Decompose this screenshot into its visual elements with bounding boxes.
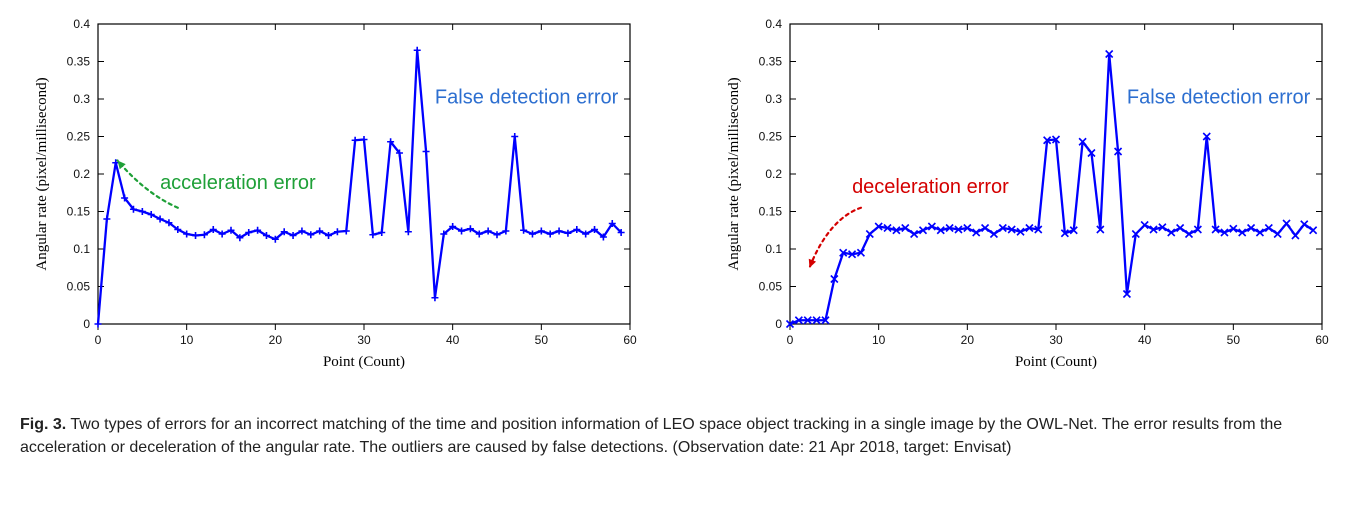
svg-text:Point (Count): Point (Count) (1015, 354, 1097, 370)
svg-text:0.05: 0.05 (67, 280, 91, 294)
figure-number: Fig. 3. (20, 416, 66, 433)
figure-caption-text: Two types of errors for an incorrect mat… (20, 416, 1282, 456)
svg-text:0.2: 0.2 (73, 167, 90, 181)
svg-text:0: 0 (775, 317, 782, 331)
svg-text:0.4: 0.4 (73, 17, 90, 31)
svg-text:60: 60 (1315, 333, 1329, 347)
svg-text:20: 20 (961, 333, 975, 347)
svg-text:False detection error: False detection error (435, 87, 619, 109)
chart-right: 0 10 20 30 40 50 60 0 0.05 0.1 0.15 0.2 0.25 0.3 0.35 0… (712, 10, 1337, 395)
svg-text:30: 30 (1049, 333, 1063, 347)
svg-text:0.1: 0.1 (765, 242, 782, 256)
svg-text:0.15: 0.15 (67, 205, 91, 219)
svg-text:0.2: 0.2 (765, 167, 782, 181)
figure-wrap: 010203040506000.050.10.150.20.250.30.350… (0, 0, 1357, 495)
svg-text:0.05: 0.05 (759, 280, 783, 294)
svg-text:40: 40 (446, 333, 460, 347)
svg-text:Angular rate (pixel/millisecon: Angular rate (pixel/millisecond) (726, 77, 742, 270)
chart-right-svg: 0 10 20 30 40 50 60 0 0.05 0.1 0.15 0.2 0.25 0.3 0.35 0… (712, 10, 1337, 390)
svg-text:0.1: 0.1 (73, 242, 90, 256)
svg-text:20: 20 (269, 333, 283, 347)
svg-text:10: 10 (872, 333, 886, 347)
charts-row: 010203040506000.050.10.150.20.250.30.350… (20, 10, 1337, 395)
svg-text:0.35: 0.35 (67, 55, 91, 69)
svg-text:deceleration error: deceleration error (852, 176, 1009, 198)
svg-text:0.4: 0.4 (765, 17, 782, 31)
svg-text:50: 50 (1227, 333, 1241, 347)
svg-text:50: 50 (535, 333, 549, 347)
svg-text:Point (Count): Point (Count) (323, 354, 405, 370)
svg-text:0.3: 0.3 (765, 92, 782, 106)
svg-text:40: 40 (1138, 333, 1152, 347)
svg-text:0.15: 0.15 (759, 205, 783, 219)
svg-text:0.25: 0.25 (759, 130, 783, 144)
figure-caption: Fig. 3. Two types of errors for an incor… (20, 413, 1337, 459)
svg-text:0: 0 (95, 333, 102, 347)
svg-text:30: 30 (357, 333, 371, 347)
svg-text:acceleration error: acceleration error (160, 172, 316, 194)
svg-text:Angular rate (pixel/millisecon: Angular rate (pixel/millisecond) (34, 77, 50, 270)
svg-text:0: 0 (83, 317, 90, 331)
chart-left-svg: 0 10 20 30 40 50 60 0 0.05 0.1 0.15 0.2 0.25 0.3 0.35 0… (20, 10, 645, 390)
svg-text:10: 10 (180, 333, 194, 347)
svg-text:0.25: 0.25 (67, 130, 91, 144)
svg-text:False detection error: False detection error (1127, 87, 1311, 109)
chart-left: 0 10 20 30 40 50 60 0 0.05 0.1 0.15 0.2 0.25 0.3 0.35 0… (20, 10, 645, 395)
svg-text:0.3: 0.3 (73, 92, 90, 106)
svg-text:60: 60 (623, 333, 637, 347)
svg-text:0.35: 0.35 (759, 55, 783, 69)
svg-text:0: 0 (787, 333, 794, 347)
